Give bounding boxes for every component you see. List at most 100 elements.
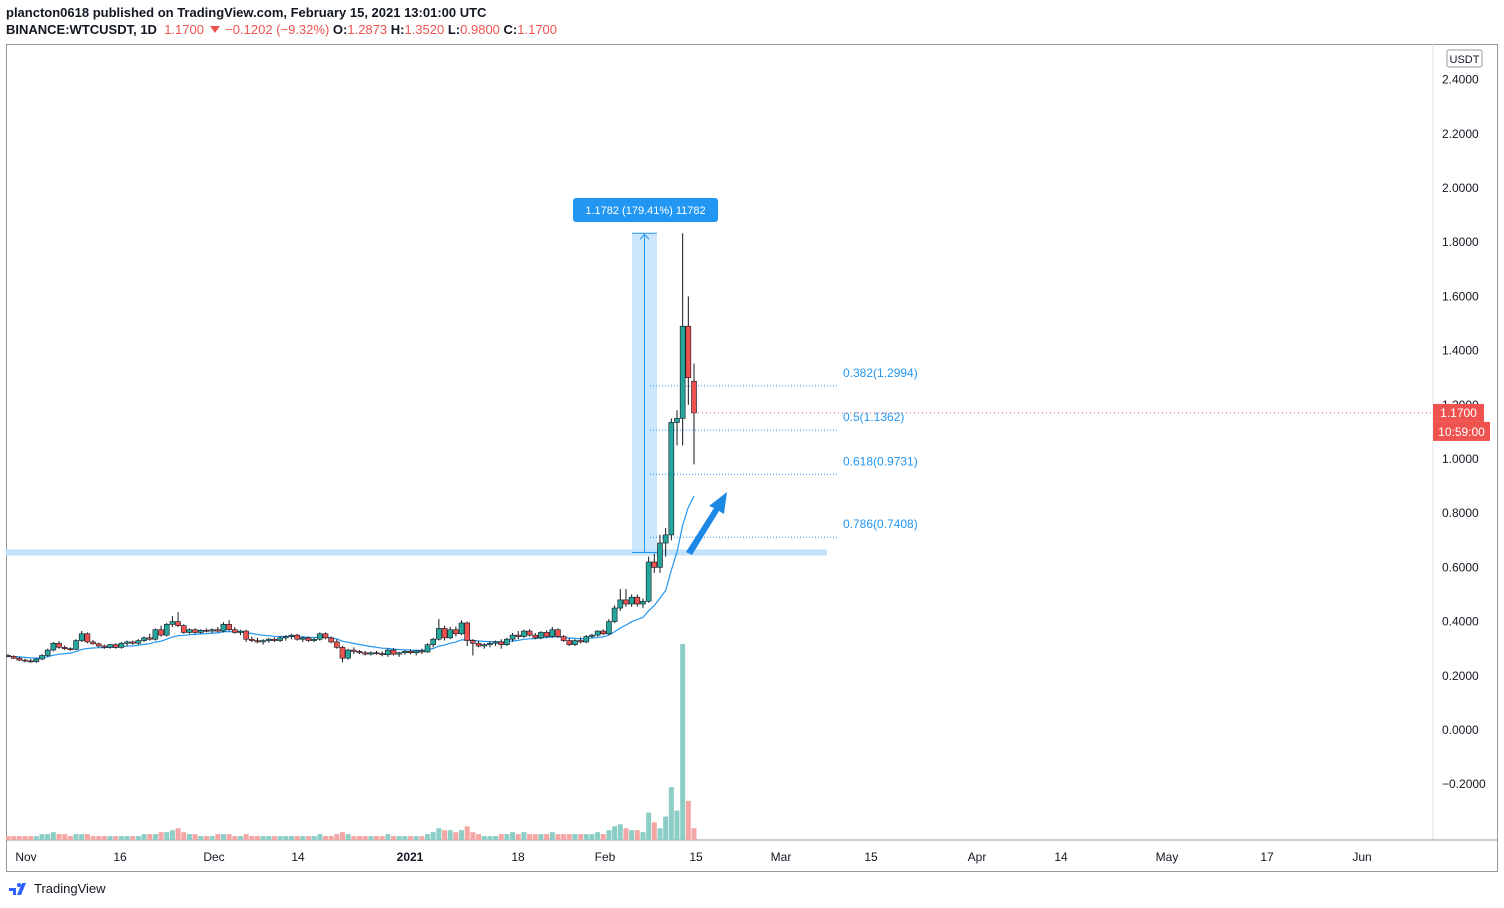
candle bbox=[645, 556, 652, 603]
candle bbox=[175, 612, 181, 628]
candle-body bbox=[475, 642, 482, 647]
candle-body bbox=[617, 599, 624, 609]
x-tick-label: 16 bbox=[113, 850, 127, 864]
candle-body bbox=[180, 625, 187, 633]
candle-body bbox=[84, 633, 91, 643]
measure-label: 1.1782 (179.41%) 11782 bbox=[573, 198, 718, 222]
y-tick-label: 0.8000 bbox=[1442, 506, 1479, 520]
candle bbox=[345, 648, 351, 660]
volume-bar bbox=[232, 836, 238, 840]
volume-bar bbox=[374, 836, 380, 840]
candle bbox=[33, 658, 40, 663]
candle bbox=[209, 628, 215, 633]
candle-body bbox=[39, 655, 45, 660]
candle-body bbox=[379, 653, 385, 655]
candle bbox=[124, 640, 130, 646]
candle bbox=[277, 636, 283, 642]
candle-body bbox=[577, 640, 584, 643]
candle bbox=[39, 654, 45, 661]
volume-bar bbox=[67, 836, 73, 840]
volume-bar bbox=[521, 832, 527, 840]
candle bbox=[260, 639, 266, 645]
candle-body bbox=[498, 641, 505, 645]
volume-bar bbox=[237, 836, 243, 840]
candle-body bbox=[674, 418, 680, 423]
candle bbox=[180, 624, 187, 634]
price-change: −0.1202 (−9.32%) bbox=[225, 22, 330, 37]
candle bbox=[368, 651, 374, 656]
y-tick-label: 0.4000 bbox=[1442, 615, 1479, 629]
candle-body bbox=[203, 629, 210, 632]
candle-body bbox=[691, 380, 697, 414]
candle-body bbox=[78, 633, 85, 641]
candle-body bbox=[214, 629, 221, 632]
volume-bar bbox=[385, 834, 391, 840]
volume-bar bbox=[549, 832, 555, 840]
currency-box-border bbox=[1446, 49, 1483, 68]
volume-bar bbox=[504, 834, 510, 840]
open-label: O: bbox=[332, 22, 348, 37]
candle-body bbox=[6, 655, 11, 657]
candle-body bbox=[328, 637, 334, 643]
candle-body bbox=[436, 628, 442, 640]
volume-bar bbox=[56, 834, 62, 840]
candle bbox=[141, 636, 147, 642]
x-tick-label: 15 bbox=[864, 850, 878, 864]
candle bbox=[197, 629, 204, 634]
candle bbox=[577, 637, 584, 644]
candle-body bbox=[135, 640, 142, 644]
volume-bar bbox=[493, 836, 499, 840]
volume-bar bbox=[294, 836, 300, 840]
candle-body bbox=[504, 638, 510, 645]
price-chart[interactable]: USDT 2.4000 2.2000 2.0000 1.8000 1.6000 1.4000… bbox=[6, 44, 1498, 872]
candle-body bbox=[260, 640, 266, 643]
candle-body bbox=[487, 642, 493, 645]
candle bbox=[606, 618, 612, 636]
candle-body bbox=[430, 638, 437, 645]
candle-body bbox=[390, 649, 397, 655]
volume-bar bbox=[288, 836, 294, 840]
volume-bar bbox=[215, 834, 221, 840]
volume-bar bbox=[84, 834, 90, 840]
high-label: H: bbox=[390, 22, 405, 37]
candle bbox=[328, 636, 334, 644]
volume-bar bbox=[6, 836, 11, 840]
candle bbox=[453, 626, 459, 637]
candle-body bbox=[124, 641, 130, 644]
candle bbox=[492, 640, 499, 646]
volume-bar bbox=[555, 834, 561, 840]
volume-bar bbox=[169, 830, 175, 840]
volume-bar bbox=[396, 836, 402, 840]
candle bbox=[95, 642, 102, 648]
candle bbox=[543, 630, 550, 638]
candle bbox=[311, 637, 317, 642]
footer: TradingView bbox=[8, 881, 106, 896]
candle-body bbox=[277, 637, 283, 641]
candle bbox=[192, 628, 198, 634]
candle-body bbox=[560, 636, 567, 641]
volume-bar bbox=[209, 836, 215, 840]
tradingview-logo-icon bbox=[9, 882, 26, 895]
candle-body bbox=[600, 630, 607, 635]
volume-bar bbox=[532, 834, 538, 840]
candle bbox=[509, 632, 516, 642]
x-tick-label: Feb bbox=[595, 850, 616, 864]
volume-bar bbox=[186, 834, 192, 840]
volume-bar bbox=[328, 836, 334, 840]
x-tick-label: 15 bbox=[689, 850, 703, 864]
candle bbox=[470, 639, 476, 656]
candle bbox=[362, 650, 368, 656]
volume-bar bbox=[476, 834, 482, 840]
candle-body bbox=[231, 629, 238, 633]
candle-body bbox=[651, 561, 658, 568]
candle-body bbox=[61, 647, 68, 649]
support-zone bbox=[6, 549, 827, 556]
candle-body bbox=[362, 652, 368, 655]
candle-body bbox=[288, 634, 295, 637]
volume-bar bbox=[583, 834, 589, 840]
candle bbox=[662, 528, 669, 557]
volume-bar bbox=[691, 828, 697, 840]
candle bbox=[129, 640, 136, 645]
y-tick-label: 1.4000 bbox=[1442, 344, 1479, 358]
candle-body bbox=[107, 644, 113, 648]
